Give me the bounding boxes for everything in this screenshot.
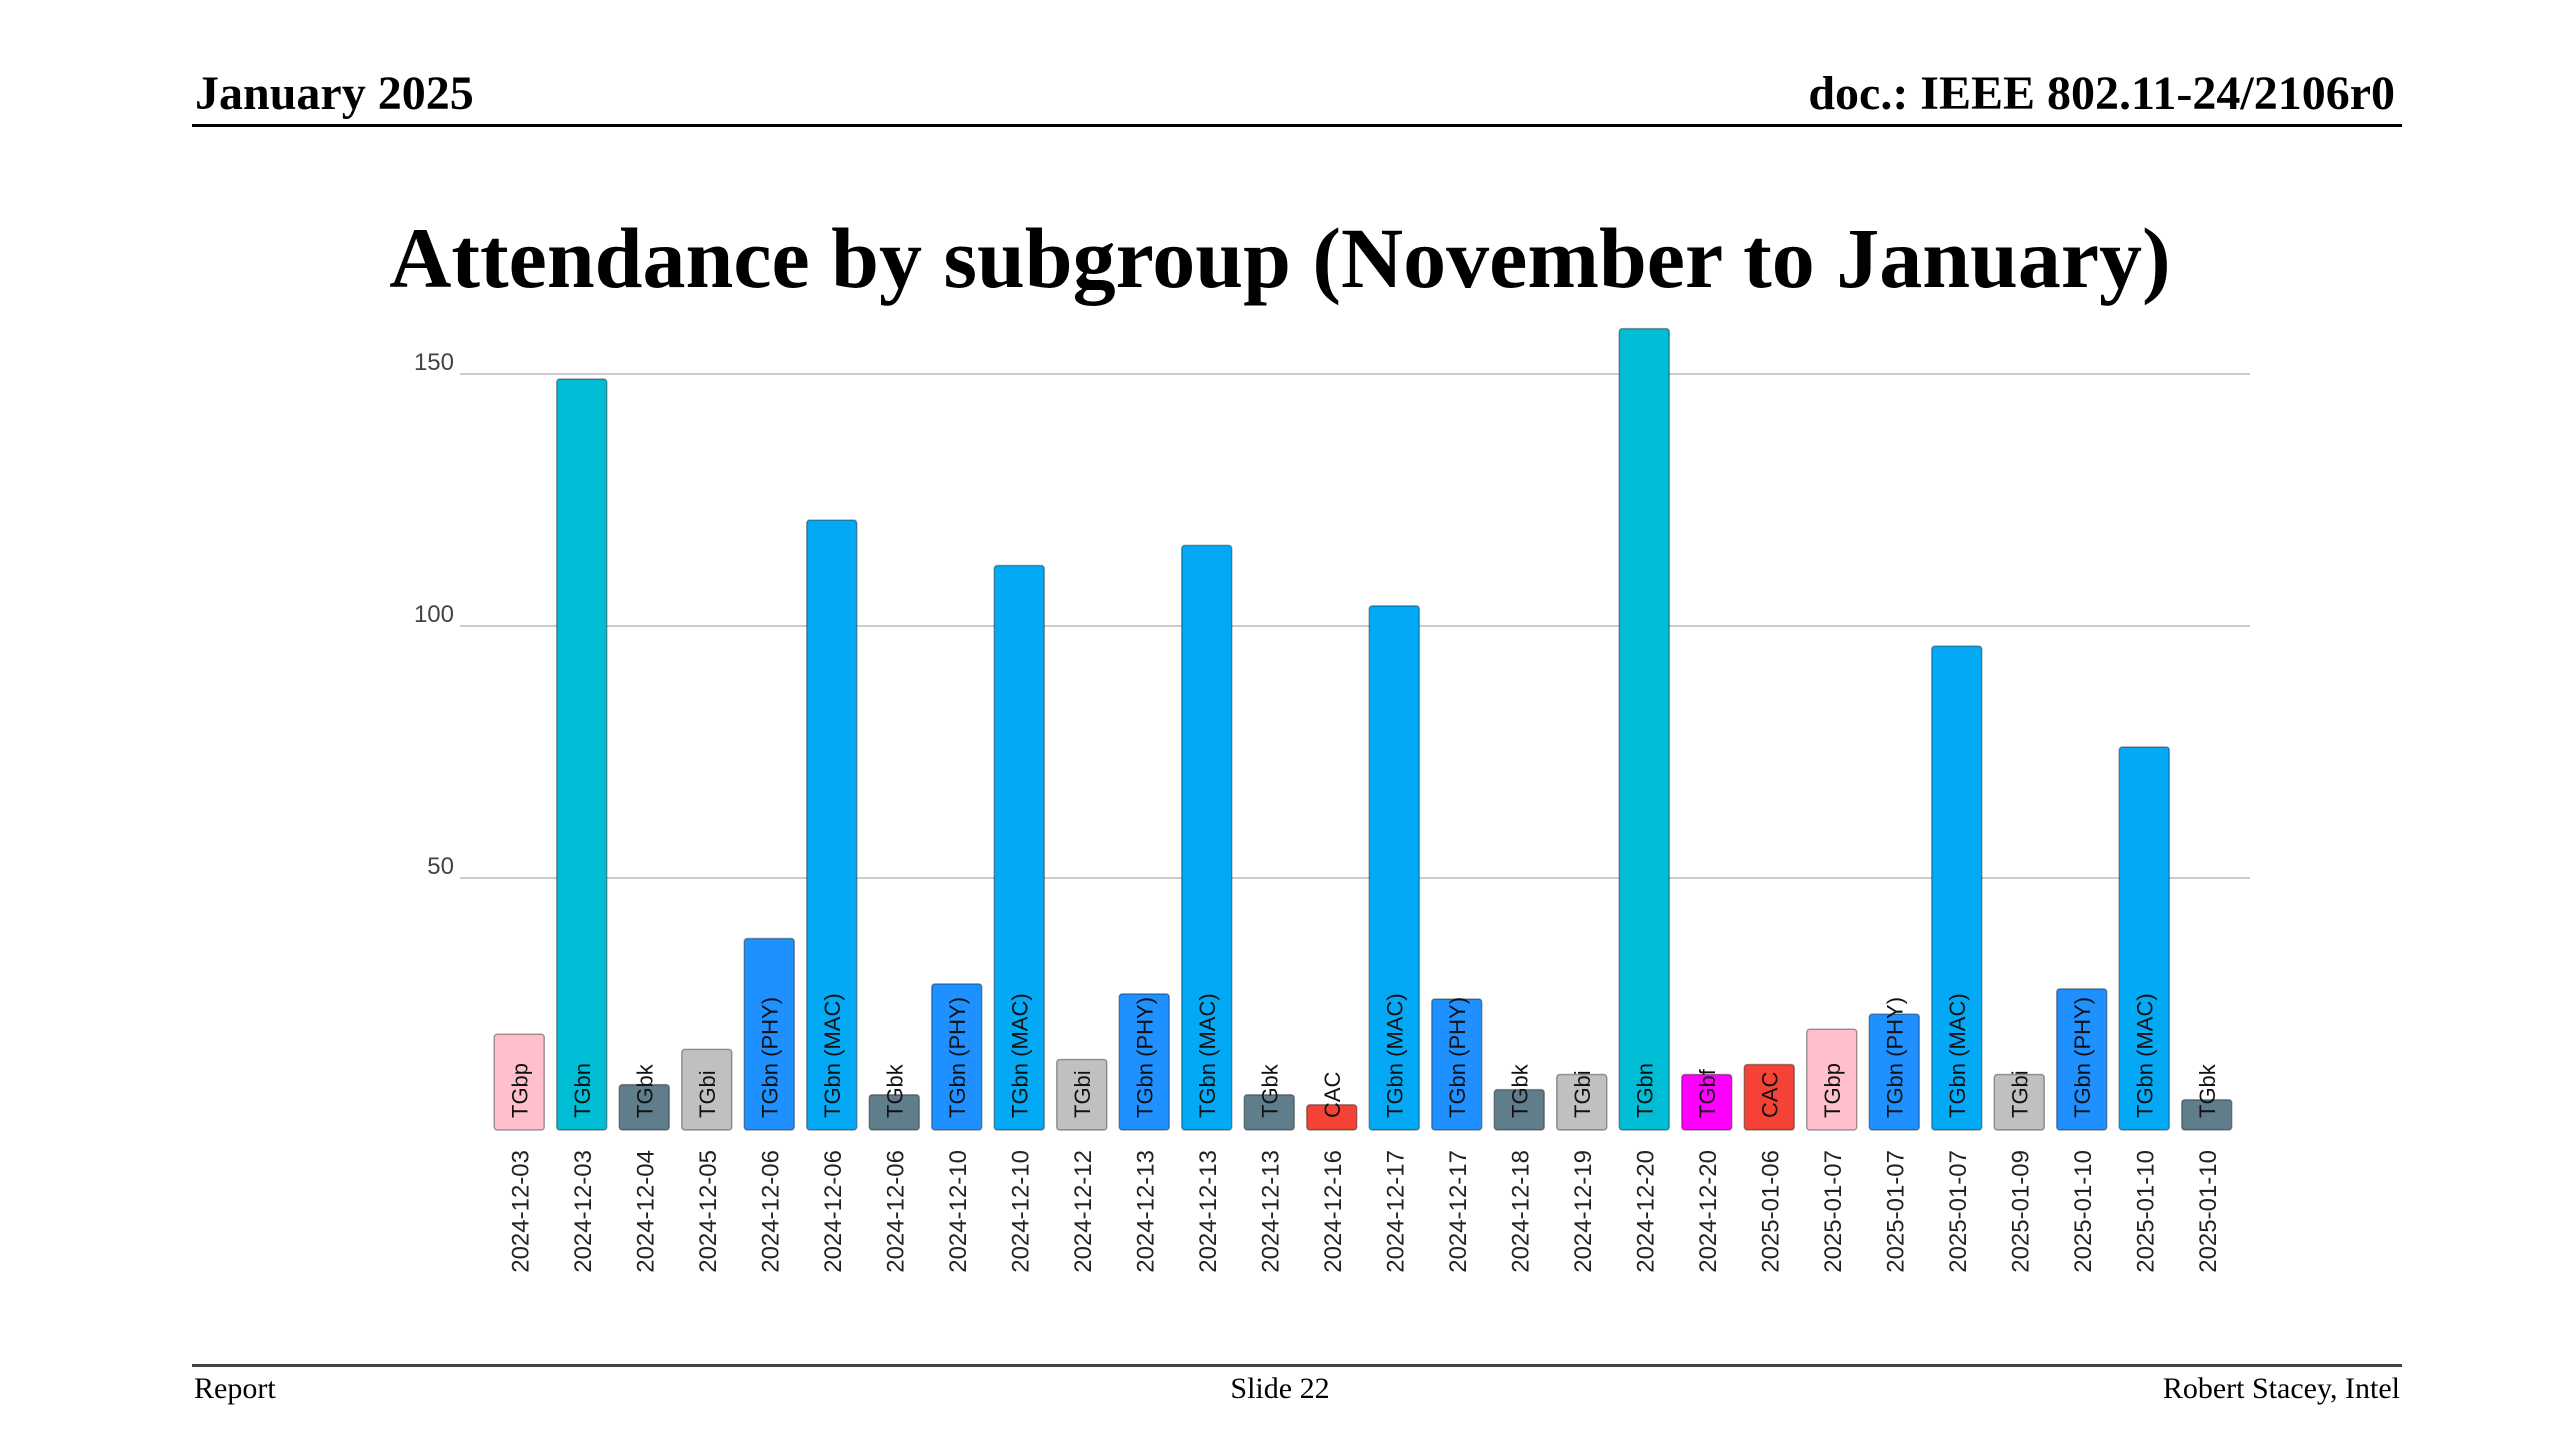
bar-label: TGbk <box>882 1063 907 1118</box>
x-tick-label: 2024-12-12 <box>1070 1150 1097 1273</box>
bar <box>1806 1028 1858 1131</box>
footer-author: Robert Stacey, Intel <box>2162 1372 2400 1405</box>
bar <box>1368 605 1420 1131</box>
attendance-bar-chart: 50 100 150 TGbp 2024-12-03 TGbn 2024-12-03 TGbk… <box>414 327 2250 1273</box>
bar-label: TGbn (PHY) <box>1445 997 1470 1118</box>
bar <box>1743 1063 1795 1131</box>
bar <box>2118 746 2170 1131</box>
x-tick-label: 2025-01-07 <box>1945 1150 1972 1273</box>
x-tick-label: 2024-12-06 <box>882 1150 909 1273</box>
bar <box>681 1048 733 1131</box>
bar <box>2181 1099 2233 1131</box>
x-tick-label: 2024-12-19 <box>1570 1150 1597 1273</box>
y-tick-label: 100 <box>414 601 454 628</box>
bar-label: TGbn (MAC) <box>1007 993 1032 1118</box>
bar-label: TGbk <box>1507 1063 1532 1118</box>
bar-label: TGbn (MAC) <box>2132 993 2157 1118</box>
bar-label: TGbi <box>1070 1070 1095 1118</box>
x-tick-label: 2024-12-20 <box>1695 1150 1722 1273</box>
bar <box>1556 1073 1608 1131</box>
bar <box>1306 1104 1358 1131</box>
bar-label: TGbi <box>1570 1070 1595 1118</box>
bar <box>993 564 1045 1131</box>
bar-label: TGbn (PHY) <box>1132 997 1157 1118</box>
footer-slide-number: Slide 22 <box>1230 1372 1330 1405</box>
bar <box>1118 993 1170 1131</box>
bar-label: TGbi <box>695 1070 720 1118</box>
bar <box>1681 1073 1733 1131</box>
bar-label: TGbk <box>1257 1063 1282 1118</box>
bar <box>1493 1088 1545 1131</box>
bar-label: TGbn (MAC) <box>1195 993 1220 1118</box>
bar <box>1431 998 1483 1131</box>
x-tick-label: 2024-12-10 <box>945 1150 972 1273</box>
bar <box>1931 645 1983 1131</box>
x-tick-label: 2024-12-13 <box>1195 1150 1222 1273</box>
y-tick-label: 50 <box>427 853 454 880</box>
x-tick-label: 2024-12-06 <box>820 1150 847 1273</box>
bar <box>618 1083 670 1131</box>
bar <box>1181 544 1233 1131</box>
x-tick-label: 2025-01-10 <box>2132 1150 2159 1273</box>
bar <box>868 1093 920 1131</box>
bar-label: CAC <box>1320 1071 1345 1118</box>
x-tick-label: 2025-01-09 <box>2007 1150 2034 1273</box>
y-tick-label: 150 <box>414 349 454 376</box>
bar-label: TGbn (MAC) <box>1382 993 1407 1118</box>
x-tick-label: 2025-01-07 <box>1820 1150 1847 1273</box>
x-tick-label: 2024-12-04 <box>632 1150 659 1273</box>
bar <box>806 519 858 1131</box>
bar <box>1056 1058 1108 1131</box>
bar <box>556 378 608 1131</box>
header-doc-id: doc.: IEEE 802.11-24/2106r0 <box>1808 67 2395 120</box>
bar-label: CAC <box>1757 1071 1782 1118</box>
bar-label: TGbn (MAC) <box>1945 993 1970 1118</box>
x-tick-label: 2024-12-06 <box>757 1150 784 1273</box>
bar-label: TGbn (PHY) <box>2070 997 2095 1118</box>
x-tick-label: 2025-01-07 <box>1882 1150 1909 1273</box>
bar-label: TGbn (MAC) <box>820 993 845 1118</box>
bar-label: TGbk <box>632 1063 657 1118</box>
x-tick-label: 2024-12-13 <box>1132 1150 1159 1273</box>
header-date: January 2025 <box>195 67 474 120</box>
bar <box>1993 1073 2045 1131</box>
bar-label: TGbn (PHY) <box>945 997 970 1118</box>
x-tick-label: 2024-12-17 <box>1382 1150 1409 1273</box>
bar <box>1243 1093 1295 1131</box>
footer-rule <box>192 1364 2402 1367</box>
x-tick-label: 2024-12-16 <box>1320 1150 1347 1273</box>
x-tick-label: 2024-12-13 <box>1257 1150 1284 1273</box>
bar <box>493 1033 545 1131</box>
bar <box>743 937 795 1131</box>
x-tick-label: 2024-12-03 <box>570 1150 597 1273</box>
x-tick-label: 2024-12-03 <box>507 1150 534 1273</box>
footer-report: Report <box>194 1372 276 1405</box>
x-tick-label: 2025-01-06 <box>1757 1150 1784 1273</box>
bar-label: TGbn (PHY) <box>1882 997 1907 1118</box>
header-rule <box>192 124 2402 127</box>
bar-label: TGbn (PHY) <box>757 997 782 1118</box>
x-tick-label: 2024-12-18 <box>1507 1150 1534 1273</box>
bar <box>1868 1013 1920 1131</box>
bar-label: TGbf <box>1695 1068 1720 1118</box>
bar-label: TGbn <box>1632 1063 1657 1118</box>
x-tick-label: 2024-12-05 <box>695 1150 722 1273</box>
bar <box>1618 327 1670 1131</box>
x-tick-label: 2024-12-20 <box>1632 1150 1659 1273</box>
bar <box>931 983 983 1131</box>
x-tick-label: 2025-01-10 <box>2070 1150 2097 1273</box>
x-tick-label: 2024-12-17 <box>1445 1150 1472 1273</box>
bar-label: TGbi <box>2007 1070 2032 1118</box>
slide-title: Attendance by subgroup (November to Janu… <box>389 210 2171 306</box>
bar-label: TGbk <box>2195 1063 2220 1118</box>
bar-label: TGbp <box>507 1063 532 1118</box>
bar <box>2056 988 2108 1131</box>
bar-label: TGbp <box>1820 1063 1845 1118</box>
bar-label: TGbn <box>570 1063 595 1118</box>
x-tick-label: 2025-01-10 <box>2195 1150 2222 1273</box>
x-tick-label: 2024-12-10 <box>1007 1150 1034 1273</box>
